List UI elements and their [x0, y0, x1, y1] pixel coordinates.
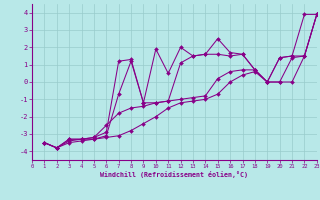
X-axis label: Windchill (Refroidissement éolien,°C): Windchill (Refroidissement éolien,°C) [100, 171, 248, 178]
